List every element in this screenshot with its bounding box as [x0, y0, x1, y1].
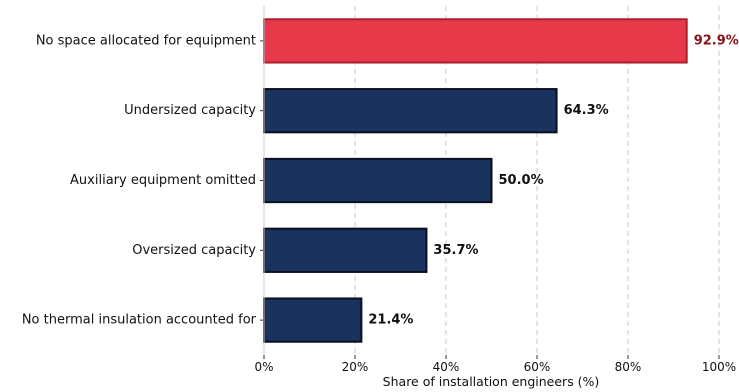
category-labels: No space allocated for equipment Undersiz…: [22, 33, 264, 328]
x-tick-label: 60%: [524, 360, 551, 374]
x-tick-label: 0%: [254, 360, 273, 374]
gridlines: [354, 6, 720, 355]
bar: [263, 88, 558, 134]
data-label: 21.4%: [368, 313, 413, 328]
x-tick-label: 100%: [702, 360, 736, 374]
bar: [263, 297, 363, 343]
category-label: Oversized capacity: [132, 243, 256, 258]
category-label: No space allocated for equipment: [36, 33, 256, 48]
data-label: 35.7%: [433, 243, 478, 258]
value-labels: 92.9% 64.3% 50.0% 35.7% 21.4%: [368, 33, 738, 327]
category-label: Auxiliary equipment omitted: [70, 173, 256, 188]
x-tick-label: 40%: [433, 360, 460, 374]
x-axis-title: Share of installation engineers (%): [383, 374, 600, 389]
x-tick-label: 80%: [615, 360, 642, 374]
bars: [263, 18, 688, 343]
x-axis: 0% 20% 40% 60% 80% 100%: [254, 6, 736, 374]
data-label: 50.0%: [499, 173, 544, 188]
category-label: Undersized capacity: [124, 103, 256, 118]
category-label: No thermal insulation accounted for: [22, 313, 257, 328]
bar: [263, 157, 493, 204]
bar: [263, 227, 428, 273]
data-label: 64.3%: [564, 103, 609, 118]
bar: [263, 18, 688, 64]
x-tick-label: 20%: [342, 360, 369, 374]
data-label: 92.9%: [694, 33, 739, 48]
